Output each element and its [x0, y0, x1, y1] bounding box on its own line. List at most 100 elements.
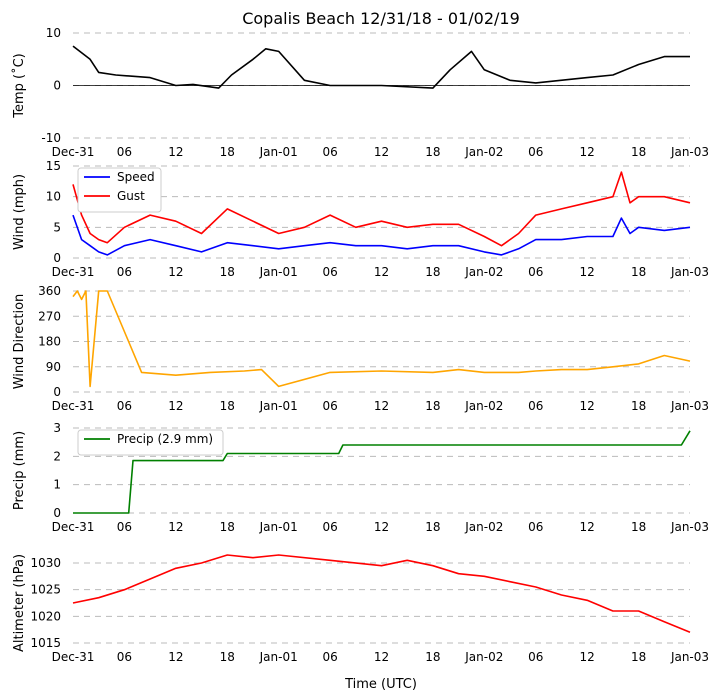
- x-tick-label: Jan-02: [464, 650, 503, 664]
- x-tick-label: 06: [117, 650, 132, 664]
- y-tick-label: 1020: [30, 609, 61, 623]
- x-tick-label: 18: [631, 265, 646, 279]
- x-tick-label: 12: [580, 265, 595, 279]
- x-tick-label: 06: [322, 650, 337, 664]
- y-tick-label: 0: [53, 385, 61, 399]
- x-tick-label: 18: [220, 265, 235, 279]
- x-tick-label: 12: [168, 145, 183, 159]
- x-tick-label: 18: [631, 145, 646, 159]
- x-tick-label: Jan-01: [259, 265, 298, 279]
- y-tick-label: 180: [38, 335, 61, 349]
- x-tick-label: 18: [631, 520, 646, 534]
- x-tick-label: 06: [322, 145, 337, 159]
- y-axis-label: Temp (˚C): [11, 53, 27, 119]
- x-tick-label: 18: [425, 520, 440, 534]
- x-tick-label: Jan-03: [670, 520, 709, 534]
- x-tick-label: 06: [117, 145, 132, 159]
- y-tick-label: 2: [53, 449, 61, 463]
- x-tick-label: 12: [168, 650, 183, 664]
- x-tick-label: Jan-03: [670, 650, 709, 664]
- x-tick-label: Dec-31: [52, 145, 95, 159]
- x-tick-label: 06: [528, 399, 543, 413]
- x-tick-label: 12: [168, 520, 183, 534]
- x-tick-label: 12: [580, 520, 595, 534]
- x-tick-label: 18: [220, 399, 235, 413]
- x-tick-label: Jan-01: [259, 650, 298, 664]
- y-tick-label: 90: [46, 360, 61, 374]
- x-tick-label: 12: [168, 265, 183, 279]
- series-line-temp: [72, 45, 690, 89]
- y-tick-label: 270: [38, 309, 61, 323]
- y-tick-label: 10: [46, 26, 61, 40]
- x-tick-label: 12: [168, 399, 183, 413]
- x-tick-label: 12: [374, 265, 389, 279]
- x-tick-label: Jan-01: [259, 145, 298, 159]
- y-tick-label: 10: [46, 190, 61, 204]
- legend-box: [77, 429, 224, 456]
- legend-box: [77, 167, 162, 213]
- x-tick-label: 18: [425, 399, 440, 413]
- x-tick-label: Dec-31: [52, 265, 95, 279]
- y-axis-label: Altimeter (hPa): [12, 554, 27, 652]
- x-tick-label: 18: [220, 145, 235, 159]
- x-tick-label: 06: [528, 265, 543, 279]
- series-line-direction: [72, 290, 691, 388]
- legend-label: Speed: [117, 170, 155, 184]
- x-tick-label: 06: [117, 265, 132, 279]
- x-tick-label: 06: [117, 399, 132, 413]
- x-tick-label: 06: [528, 145, 543, 159]
- x-tick-label: 06: [322, 399, 337, 413]
- y-tick-label: 1: [53, 478, 61, 492]
- panel-wind-direction: 0 90 180 270 360 Wind Direction Dec-31 06 12 18 Ja…: [12, 284, 709, 413]
- y-tick-label: -10: [41, 131, 61, 145]
- x-tick-label: Jan-03: [670, 265, 709, 279]
- x-tick-label: 06: [117, 520, 132, 534]
- x-tick-label: 18: [631, 650, 646, 664]
- x-tick-label: 12: [374, 399, 389, 413]
- y-tick-label: 5: [53, 220, 61, 234]
- panel-temp: -10 0 10 Temp (˚C) Dec-31 06 12 18 Jan-01 06 12 18 J…: [11, 26, 709, 159]
- x-axis-label: Time (UTC): [344, 677, 417, 692]
- x-tick-label: Jan-02: [464, 520, 503, 534]
- x-tick-label: Jan-03: [670, 399, 709, 413]
- x-tick-label: 18: [631, 399, 646, 413]
- series-line-gust: [72, 171, 691, 247]
- y-tick-label: 0: [53, 79, 61, 93]
- x-tick-label: 18: [220, 650, 235, 664]
- x-tick-label: 12: [374, 145, 389, 159]
- y-tick-label: 360: [38, 284, 61, 298]
- y-axis-label: Wind Direction: [12, 294, 27, 390]
- x-tick-label: 18: [220, 520, 235, 534]
- x-tick-label: Jan-02: [464, 265, 503, 279]
- x-tick-label: 06: [322, 520, 337, 534]
- x-tick-label: 06: [528, 520, 543, 534]
- y-tick-label: 1015: [30, 636, 61, 650]
- y-axis-label: Precip (mm): [12, 431, 27, 510]
- series-line-altimeter: [72, 554, 691, 634]
- legend-label: Precip (2.9 mm): [117, 432, 213, 446]
- y-tick-label: 1025: [30, 583, 61, 597]
- y-tick-label: 0: [53, 251, 61, 265]
- x-tick-label: 18: [425, 650, 440, 664]
- x-tick-label: 12: [580, 399, 595, 413]
- x-tick-label: 12: [580, 650, 595, 664]
- x-tick-label: Jan-02: [464, 145, 503, 159]
- x-tick-label: Jan-01: [259, 520, 298, 534]
- series-line-speed: [72, 214, 691, 256]
- x-tick-label: Jan-01: [259, 399, 298, 413]
- y-axis-label: Wind (mph): [12, 174, 27, 250]
- x-tick-label: 18: [425, 265, 440, 279]
- y-tick-label: 0: [53, 506, 61, 520]
- panel-wind: 0 5 10 15 Wind (mph) Dec-31 06 12 18 Jan-01 06 12 18…: [12, 159, 709, 279]
- chart-title: Copalis Beach 12/31/18 - 01/02/19: [242, 9, 520, 28]
- x-tick-label: 06: [322, 265, 337, 279]
- x-tick-label: Dec-31: [52, 399, 95, 413]
- x-tick-label: 12: [580, 145, 595, 159]
- x-tick-label: Jan-03: [670, 145, 709, 159]
- x-tick-label: 18: [425, 145, 440, 159]
- legend-label: Gust: [117, 189, 145, 203]
